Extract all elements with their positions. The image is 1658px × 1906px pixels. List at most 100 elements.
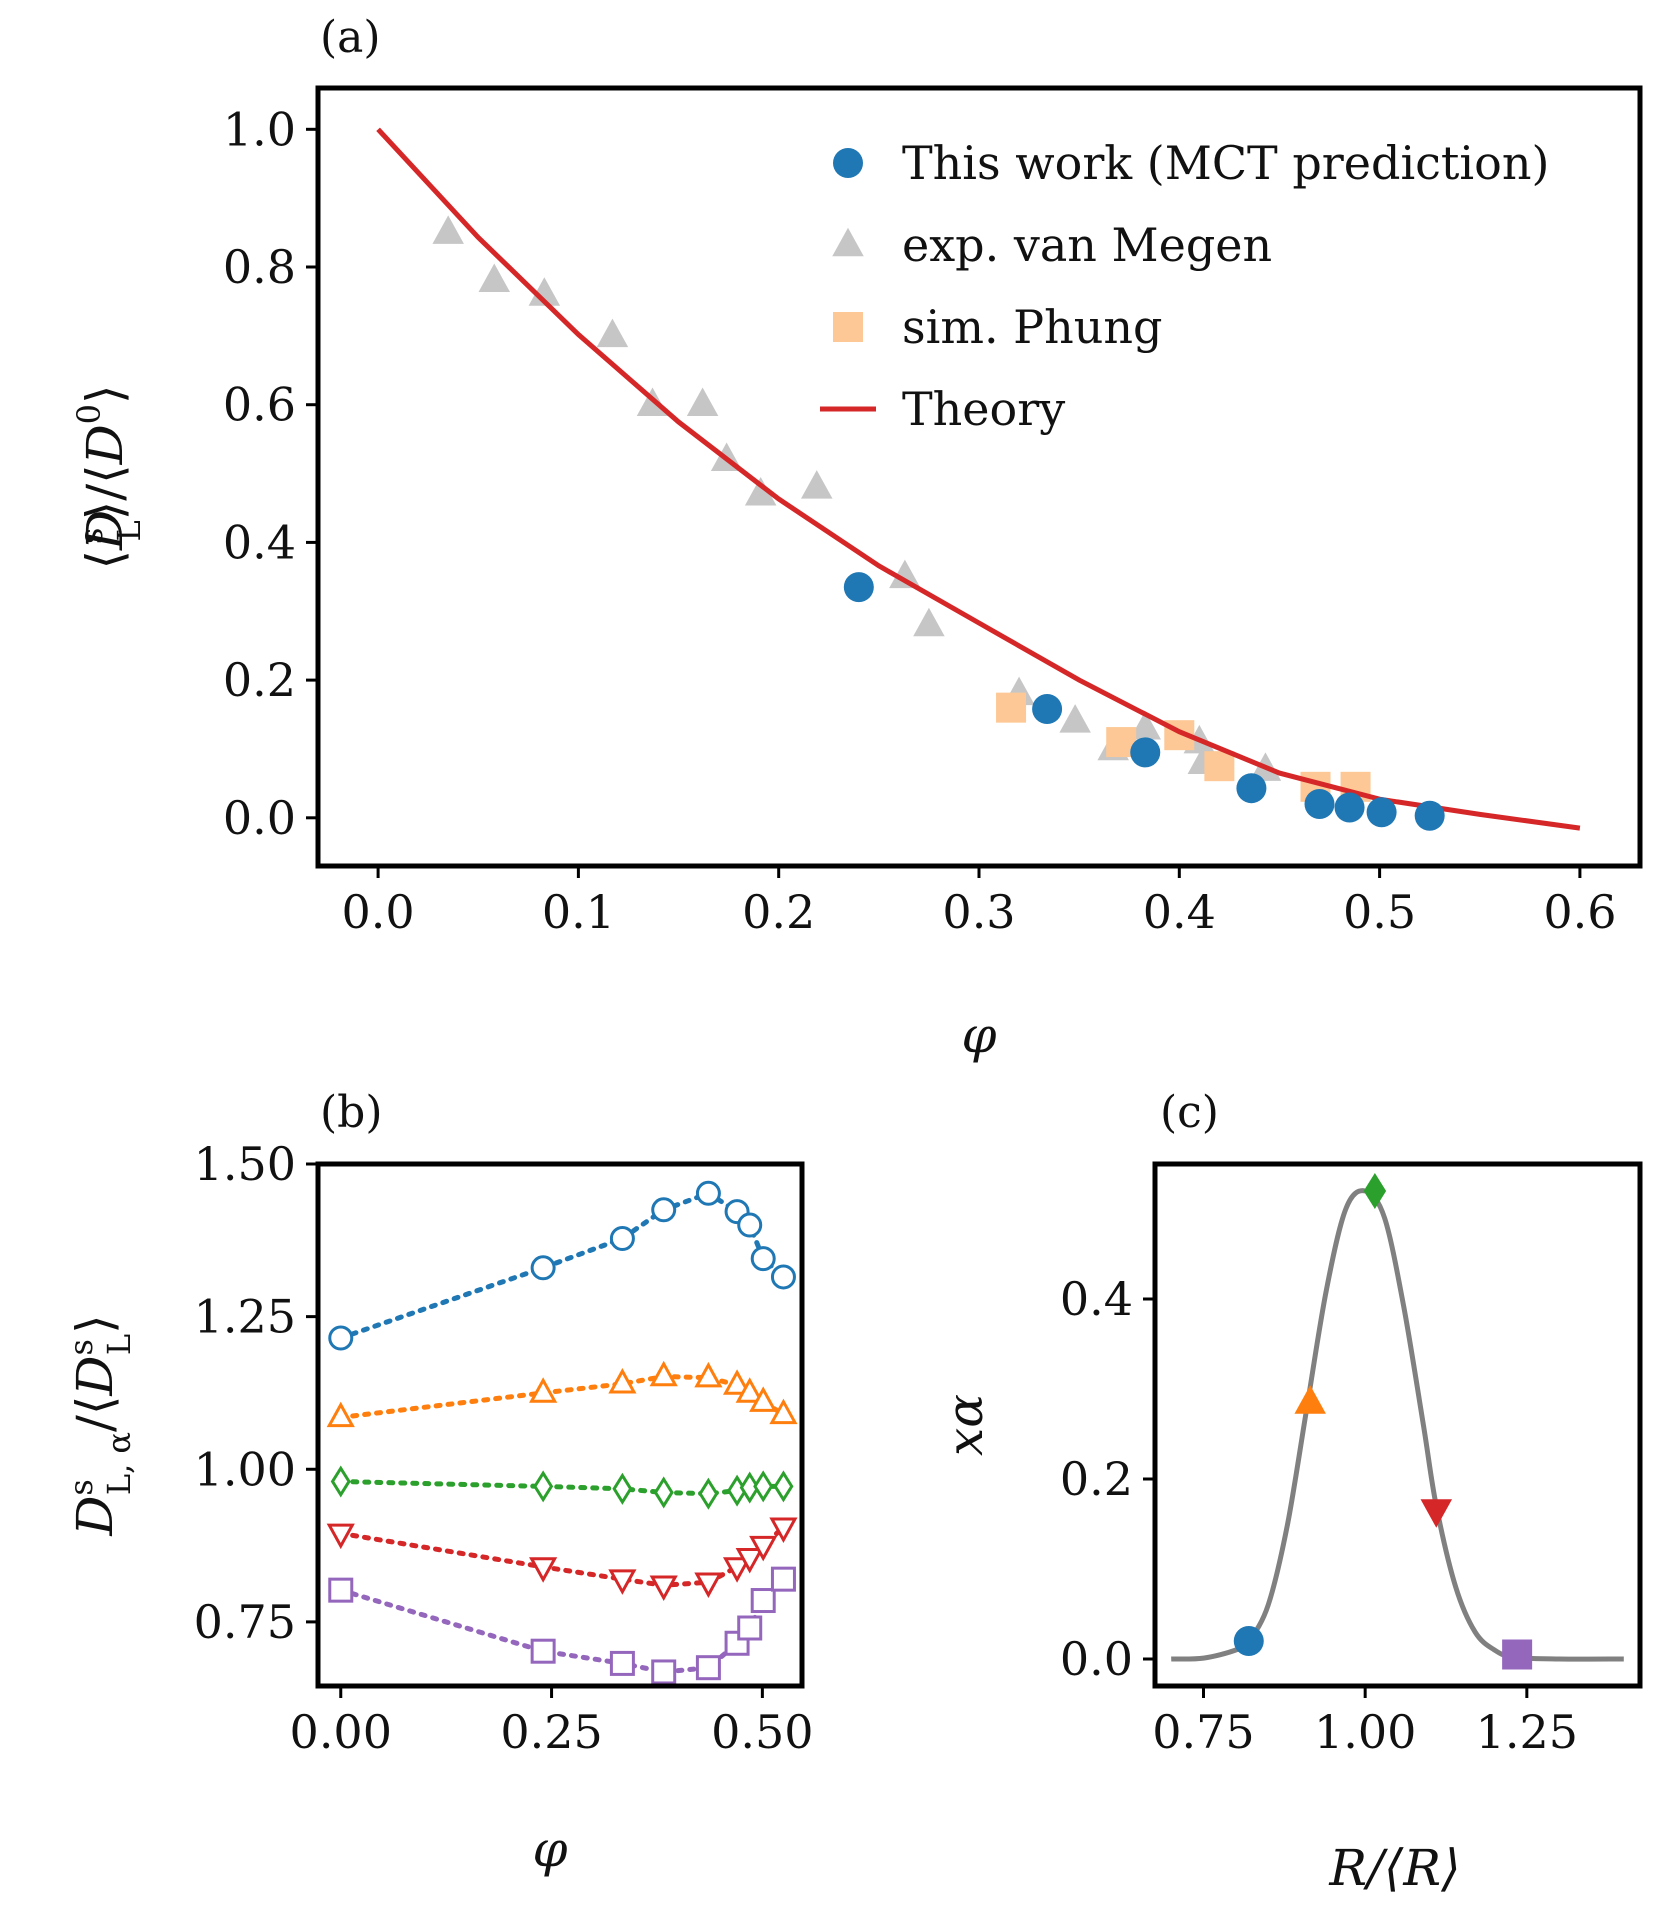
legend-entry-label: exp. van Megen (902, 218, 1272, 272)
panel-a-frame (315, 85, 1643, 869)
panel-a-ytick-label: 0.2 (223, 653, 296, 707)
van-megen-exp-point (744, 476, 777, 506)
panel-b-plot-area (326, 1180, 798, 1685)
ylabel-subscript-2: L (100, 1334, 138, 1355)
panel-b-triangle-down-marker (694, 1572, 723, 1598)
panel-b-triangle-up-marker (649, 1360, 678, 1387)
panel-c-diamond-marker (1363, 1173, 1387, 1209)
panel-b-square-marker (750, 1588, 776, 1614)
panel-b-triangle-up-marker (694, 1361, 723, 1388)
panel-b-triangle-up-marker (749, 1386, 778, 1412)
xlabel-text: R/⟨R⟩ (1328, 1839, 1460, 1897)
panel-b-diamond-marker (753, 1470, 774, 1503)
panel-b-circle-marker (737, 1212, 763, 1238)
legend-entry-label: sim. Phung (902, 300, 1162, 354)
legend-triangle-swatch (832, 227, 864, 257)
panel-b-xtick-label: 0.00 (290, 1705, 392, 1759)
panel-c-ytick-label: 0.0 (1060, 1632, 1133, 1686)
panel-b-circle-marker (750, 1246, 776, 1272)
panel-b-triangle-down-marker (735, 1548, 764, 1574)
panel-b-diamond-marker (612, 1472, 633, 1505)
mct-point (1032, 694, 1063, 725)
panel-b-circle-marker (651, 1197, 677, 1223)
ylabel-superscript-2: s (62, 1339, 100, 1355)
panel-b-triangle-down-marker (649, 1575, 678, 1602)
panel-c-ytick-label: 0.2 (1060, 1452, 1133, 1506)
phung-sim-point (996, 692, 1027, 723)
panel-a-ytick-label: 0.6 (223, 378, 296, 432)
mct-point (843, 572, 874, 603)
panel-b-ytick-label: 1.50 (194, 1137, 296, 1191)
ylabel-superscript: s (62, 1479, 100, 1495)
panel-b-triangle-up-marker (769, 1398, 798, 1425)
panel-b-label: (b) (320, 1087, 383, 1138)
mct-point (1334, 792, 1365, 823)
van-megen-exp-point (1129, 711, 1162, 740)
panel-c: (c) 0.75 1.00 1.25 0.0 0.2 0.4 R/⟨R⟩ xα (936, 1087, 1643, 1897)
panel-b-square-marker (530, 1638, 556, 1664)
ylabel-symbol: D (76, 510, 134, 551)
panel-b-ytick-label: 1.25 (194, 1290, 296, 1344)
ylabel-mid: /⟨ (66, 1396, 124, 1432)
panel-b-circle-marker (609, 1225, 635, 1251)
panel-c-triangle-down-marker (1420, 1499, 1453, 1528)
panel-a-ytick-label: 0.8 (223, 240, 296, 294)
van-megen-exp-point (478, 263, 511, 293)
panel-a-legend: This work (MCT prediction) exp. van Megen… (820, 136, 1549, 436)
panel-b-diamond-marker (533, 1470, 554, 1503)
panel-b-triangle-up-marker (735, 1377, 764, 1403)
panel-b-square-marker (651, 1659, 677, 1685)
panel-b-circle-marker (530, 1255, 556, 1281)
panel-a-ytick-label: 0.0 (223, 791, 296, 845)
panel-a-xtick-label: 0.6 (1543, 885, 1616, 939)
panel-b-diamond-marker (773, 1470, 794, 1503)
mct-point (1236, 773, 1267, 804)
panel-b-triangle-down-marker (326, 1523, 355, 1550)
mct-point (1304, 789, 1335, 820)
panel-b-triangle-down-marker (529, 1557, 558, 1583)
panel-c-ytick-label: 0.4 (1060, 1272, 1133, 1326)
panel-a-xtick-label: 0.5 (1343, 885, 1416, 939)
panel-c-ylabel: xα (936, 1394, 994, 1456)
panel-c-xtick-label: 1.25 (1476, 1705, 1578, 1759)
panel-b-triangle-up-marker (722, 1369, 752, 1395)
legend-entry-label: This work (MCT prediction) (902, 136, 1549, 190)
panel-b-triangle-down-marker (608, 1569, 637, 1595)
panel-b-square-marker (695, 1655, 721, 1681)
panel-b-square-marker (328, 1577, 354, 1603)
panel-c-xlabel: R/⟨R⟩ (1328, 1839, 1460, 1897)
panel-b: (b) 0.00 0.25 0.500.751.001.251.50 φ DsL, … (62, 1087, 814, 1878)
panel-a-xlabel: φ (961, 1006, 996, 1064)
mct-point (1366, 797, 1397, 828)
panel-b-triangle-up-marker (608, 1368, 637, 1394)
panel-a: (a) 0.0 0.1 0.2 0.3 0.4 0.5 0.6 0.0 0.2 0.4 0.6 0.8… (70, 12, 1643, 1064)
van-megen-exp-point (432, 215, 464, 244)
panel-b-ylabel: DsL, α/⟨DsL⟩ (62, 1314, 138, 1536)
panel-a-ytick-label: 0.4 (223, 515, 296, 569)
ylabel-superscript-2: 0 (70, 404, 108, 424)
panel-b-square-marker (770, 1566, 796, 1592)
ylabel-close: ⟩ (66, 1314, 124, 1334)
panel-c-label: (c) (1160, 1087, 1219, 1138)
legend-circle-swatch (833, 148, 863, 178)
panel-b-circle-marker (328, 1325, 354, 1351)
panel-b-triangle-down-marker (769, 1517, 798, 1544)
ylabel-open: ⟨ (76, 550, 134, 570)
van-megen-exp-point (528, 277, 561, 306)
legend-square-swatch (833, 312, 863, 342)
panel-c-ticks: 0.75 1.00 1.25 0.0 0.2 0.4 (1060, 1272, 1578, 1759)
panel-c-xtick-label: 1.00 (1314, 1705, 1416, 1759)
van-megen-exp-point (686, 387, 719, 416)
ylabel-subscript: L, α (100, 1432, 138, 1495)
panel-a-ytick-label: 1.0 (223, 102, 296, 156)
panel-a-plot-area (376, 127, 1581, 831)
panel-a-ticks: 0.0 0.1 0.2 0.3 0.4 0.5 0.6 0.0 0.2 0.4 0.6 0.8 1.0 (223, 102, 1617, 939)
panel-c-triangle-up-marker (1294, 1385, 1326, 1414)
panel-b-diamond-marker (330, 1465, 351, 1498)
van-megen-exp-point (801, 470, 833, 499)
panel-b-xlabel: φ (532, 1820, 567, 1878)
legend-entry-label: Theory (902, 382, 1065, 436)
panel-b-circle-marker (695, 1180, 721, 1206)
panel-a-xtick-label: 0.4 (1143, 885, 1216, 939)
